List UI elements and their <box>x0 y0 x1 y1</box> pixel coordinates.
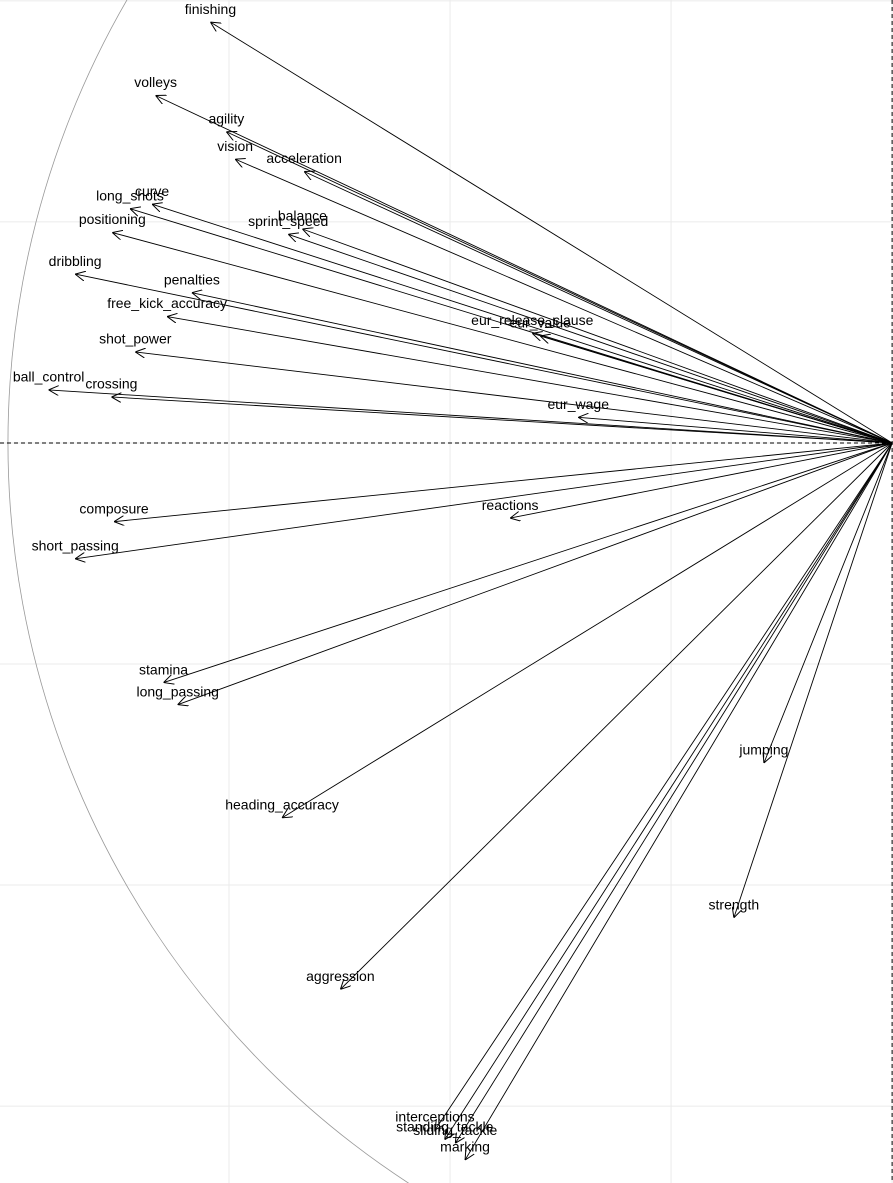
variable-label: penalties <box>164 271 220 287</box>
variable-label: standing_tackle <box>396 1118 494 1134</box>
variable-label: volleys <box>134 74 177 90</box>
variable-label: shot_power <box>99 331 172 347</box>
loading-arrow <box>114 442 893 522</box>
loading-arrow <box>192 293 893 444</box>
loading-arrow <box>75 274 893 444</box>
loading-arrow <box>152 204 893 444</box>
variable-label: agility <box>208 110 244 126</box>
loading-arrow <box>445 442 893 1140</box>
variable-label: vision <box>217 138 253 154</box>
loading-arrow <box>164 442 893 683</box>
loading-arrow <box>540 336 893 444</box>
variable-label: positioning <box>79 211 146 227</box>
variable-label: eur_release_clause <box>471 312 593 328</box>
variable-label: interceptions <box>395 1109 474 1125</box>
variable-label: heading_accuracy <box>225 797 339 813</box>
variable-label: finishing <box>185 1 236 17</box>
loading-arrow <box>156 95 893 444</box>
variable-label: crossing <box>85 376 137 392</box>
variable-label: eur_value <box>509 315 571 331</box>
loading-arrow <box>302 229 893 444</box>
loading-arrow <box>340 442 893 989</box>
loading-arrow <box>510 442 893 518</box>
loading-arrow <box>734 442 893 918</box>
variable-label: aggression <box>306 968 375 984</box>
variable-label: balance <box>278 208 327 224</box>
loading-arrow <box>112 233 893 444</box>
variable-label: long_shots <box>96 187 164 203</box>
variable-label: strength <box>709 896 760 912</box>
loading-arrow <box>167 317 893 444</box>
loading-arrow <box>226 132 893 444</box>
variable-label: composure <box>79 500 148 516</box>
loading-arrow <box>178 442 893 705</box>
variable-label: ball_control <box>13 369 85 385</box>
loading-arrow <box>282 442 893 818</box>
variable-label: short_passing <box>32 537 119 553</box>
variable-label: long_passing <box>136 683 219 699</box>
loading-arrow <box>578 417 893 444</box>
variable-label: stamina <box>139 661 188 677</box>
loading-arrow <box>135 352 893 444</box>
loading-arrow <box>49 390 893 444</box>
loading-arrow <box>288 234 893 444</box>
variable-label: jumping <box>738 742 788 758</box>
loading-arrow <box>435 442 893 1130</box>
loading-arrow <box>455 442 893 1143</box>
loading-arrow <box>304 172 893 444</box>
variable-label: reactions <box>482 497 539 513</box>
loading-arrow <box>764 442 893 763</box>
variable-label: dribbling <box>49 253 102 269</box>
loading-arrow <box>235 159 893 444</box>
variable-label: free_kick_accuracy <box>107 295 227 311</box>
loading-arrow <box>111 397 893 444</box>
loading-arrow <box>75 442 893 559</box>
variable-label: eur_wage <box>547 396 609 412</box>
variable-label: sprint_speed <box>248 213 328 229</box>
loading-arrow <box>465 442 893 1160</box>
variable-label: marking <box>440 1139 490 1155</box>
loading-arrow <box>210 22 893 444</box>
variable-label: acceleration <box>266 150 342 166</box>
variable-label: curve <box>135 183 169 199</box>
variable-label: sliding_tackle <box>413 1122 497 1138</box>
